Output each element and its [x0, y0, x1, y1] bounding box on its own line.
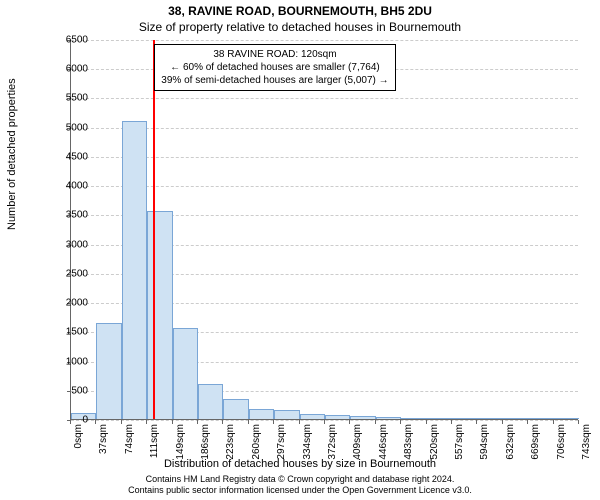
- xtick-mark: [95, 420, 96, 424]
- annotation-line1: 38 RAVINE ROAD: 120sqm: [161, 48, 388, 61]
- xtick-mark: [553, 420, 554, 424]
- xtick-mark: [197, 420, 198, 424]
- xtick-label: 37sqm: [98, 424, 109, 484]
- xtick-mark: [146, 420, 147, 424]
- reference-line: [153, 40, 155, 419]
- annotation-box: 38 RAVINE ROAD: 120sqm← 60% of detached …: [154, 44, 395, 91]
- xtick-mark: [400, 420, 401, 424]
- histogram-bar: [528, 418, 553, 419]
- histogram-bar: [376, 417, 401, 419]
- chart-subtitle: Size of property relative to detached ho…: [0, 20, 600, 34]
- histogram-bar: [122, 121, 147, 419]
- xtick-label: 334sqm: [302, 424, 313, 484]
- histogram-bar: [96, 323, 121, 419]
- xtick-label: 260sqm: [251, 424, 262, 484]
- histogram-bar: [427, 418, 452, 419]
- annotation-line2: ← 60% of detached houses are smaller (7,…: [161, 61, 388, 74]
- histogram-bar: [173, 328, 198, 419]
- xtick-label: 520sqm: [429, 424, 440, 484]
- xtick-label: 149sqm: [175, 424, 186, 484]
- xtick-mark: [299, 420, 300, 424]
- xtick-mark: [502, 420, 503, 424]
- xtick-mark: [527, 420, 528, 424]
- chart-title: 38, RAVINE ROAD, BOURNEMOUTH, BH5 2DU: [0, 4, 600, 18]
- histogram-bar: [452, 418, 477, 419]
- histogram-bar: [274, 410, 299, 419]
- xtick-label: 186sqm: [200, 424, 211, 484]
- plot-area: [70, 40, 578, 420]
- xtick-label: 111sqm: [149, 424, 160, 484]
- ytick-label: 5500: [38, 93, 88, 104]
- chart-container: 38, RAVINE ROAD, BOURNEMOUTH, BH5 2DU Si…: [0, 0, 600, 500]
- histogram-bar: [503, 418, 528, 419]
- histogram-bar: [477, 418, 502, 419]
- ytick-label: 500: [38, 385, 88, 396]
- xtick-mark: [375, 420, 376, 424]
- xtick-label: 372sqm: [327, 424, 338, 484]
- attribution-line2: Contains public sector information licen…: [0, 485, 600, 496]
- xtick-mark: [222, 420, 223, 424]
- xtick-label: 706sqm: [556, 424, 567, 484]
- ytick-label: 2000: [38, 298, 88, 309]
- xtick-mark: [426, 420, 427, 424]
- xtick-mark: [349, 420, 350, 424]
- ytick-label: 6500: [38, 35, 88, 46]
- histogram-bar: [325, 415, 350, 419]
- xtick-label: 297sqm: [276, 424, 287, 484]
- xtick-mark: [451, 420, 452, 424]
- annotation-line3: 39% of semi-detached houses are larger (…: [161, 74, 388, 87]
- xtick-mark: [172, 420, 173, 424]
- histogram-bar: [401, 418, 426, 419]
- xtick-mark: [248, 420, 249, 424]
- histogram-bar: [198, 384, 223, 419]
- xtick-label: 409sqm: [352, 424, 363, 484]
- ytick-label: 2500: [38, 268, 88, 279]
- xtick-label: 446sqm: [378, 424, 389, 484]
- histogram-bar: [147, 211, 172, 419]
- xtick-label: 0sqm: [73, 424, 84, 484]
- ytick-label: 3000: [38, 239, 88, 250]
- ytick-label: 4500: [38, 151, 88, 162]
- xtick-mark: [70, 420, 71, 424]
- y-axis-label: Number of detached properties: [6, 78, 18, 230]
- xtick-label: 557sqm: [454, 424, 465, 484]
- xtick-label: 743sqm: [581, 424, 592, 484]
- xtick-mark: [578, 420, 579, 424]
- xtick-mark: [476, 420, 477, 424]
- histogram-bar: [554, 418, 579, 419]
- histogram-bar: [223, 399, 248, 419]
- ytick-label: 4000: [38, 181, 88, 192]
- xtick-label: 223sqm: [225, 424, 236, 484]
- xtick-label: 669sqm: [530, 424, 541, 484]
- xtick-label: 74sqm: [124, 424, 135, 484]
- ytick-label: 3500: [38, 210, 88, 221]
- gridline: [71, 98, 578, 99]
- histogram-bar: [300, 414, 325, 419]
- xtick-mark: [121, 420, 122, 424]
- xtick-label: 632sqm: [505, 424, 516, 484]
- histogram-bar: [249, 409, 274, 419]
- ytick-label: 5000: [38, 122, 88, 133]
- ytick-label: 1500: [38, 327, 88, 338]
- histogram-bar: [350, 416, 375, 420]
- xtick-label: 483sqm: [403, 424, 414, 484]
- xtick-label: 594sqm: [479, 424, 490, 484]
- ytick-label: 6000: [38, 64, 88, 75]
- gridline: [71, 40, 578, 41]
- xtick-mark: [324, 420, 325, 424]
- ytick-label: 1000: [38, 356, 88, 367]
- xtick-mark: [273, 420, 274, 424]
